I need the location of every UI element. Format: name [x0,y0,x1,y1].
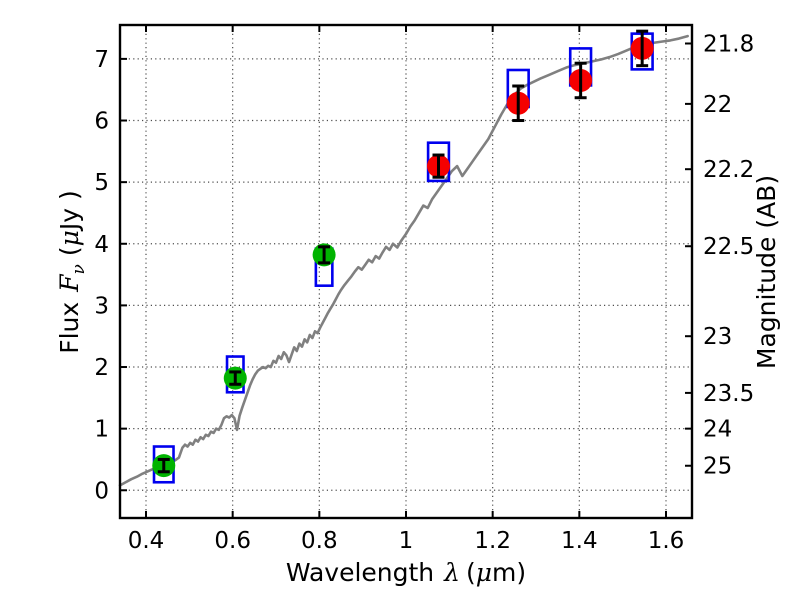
axis-ticks [120,25,692,518]
x-axis-title: Wavelength λ (μm) [286,558,526,587]
photometry-point-5 [506,84,530,123]
x-tick-label: 0.6 [214,528,251,554]
right-y-axis-title-text: Magnitude (AB) [752,175,781,369]
right-y-axis-title: Magnitude (AB) [752,175,781,369]
photometry-point-4 [427,153,450,179]
photometry-point-6 [569,61,593,100]
y-axis-title-text: FluxFν(μJy ) [55,190,89,354]
photometry-points [152,29,654,478]
x-tick-label: 1.2 [474,528,511,554]
right-y-tick-label: 24 [703,417,732,443]
right-y-tick-label: 22 [703,92,732,118]
right-y-tick-label: 23.5 [703,381,754,407]
photometry-point-7 [630,29,654,68]
axis-tick-labels: 0.4 0.6 0.8 1 1.2 1.4 1.60123456721.82222.222.… [94,31,754,554]
right-y-tick-label: 25 [703,454,732,480]
x-tick-label: 1 [399,528,414,554]
right-y-tick-label: 22.2 [703,157,754,183]
spectrum-path [118,34,689,487]
x-axis-title-text: Wavelength λ (μm) [286,558,526,587]
x-tick-label: 1.6 [648,528,685,554]
y-axis-title: FluxFν(μJy ) [55,190,89,354]
photometry-point-2 [223,366,247,390]
y-tick-label: 7 [94,47,109,73]
grid-lines [120,25,692,518]
right-y-tick-label: 22.5 [703,234,754,260]
model-spectrum-curve [118,34,689,487]
x-tick-label: 0.8 [301,528,338,554]
x-tick-label: 1.4 [561,528,598,554]
y-tick-label: 0 [94,478,109,504]
y-tick-label: 5 [94,170,109,196]
x-tick-label: 0.4 [128,528,165,554]
y-tick-label: 3 [94,293,109,319]
right-y-tick-label: 23 [703,324,732,350]
right-y-tick-label: 21.8 [703,31,754,57]
y-tick-label: 2 [94,355,109,381]
y-tick-label: 6 [94,109,109,135]
y-tick-label: 1 [94,417,109,443]
photometry-point-1 [152,454,176,478]
y-tick-label: 4 [94,232,109,258]
photometry-point-3 [312,243,336,267]
